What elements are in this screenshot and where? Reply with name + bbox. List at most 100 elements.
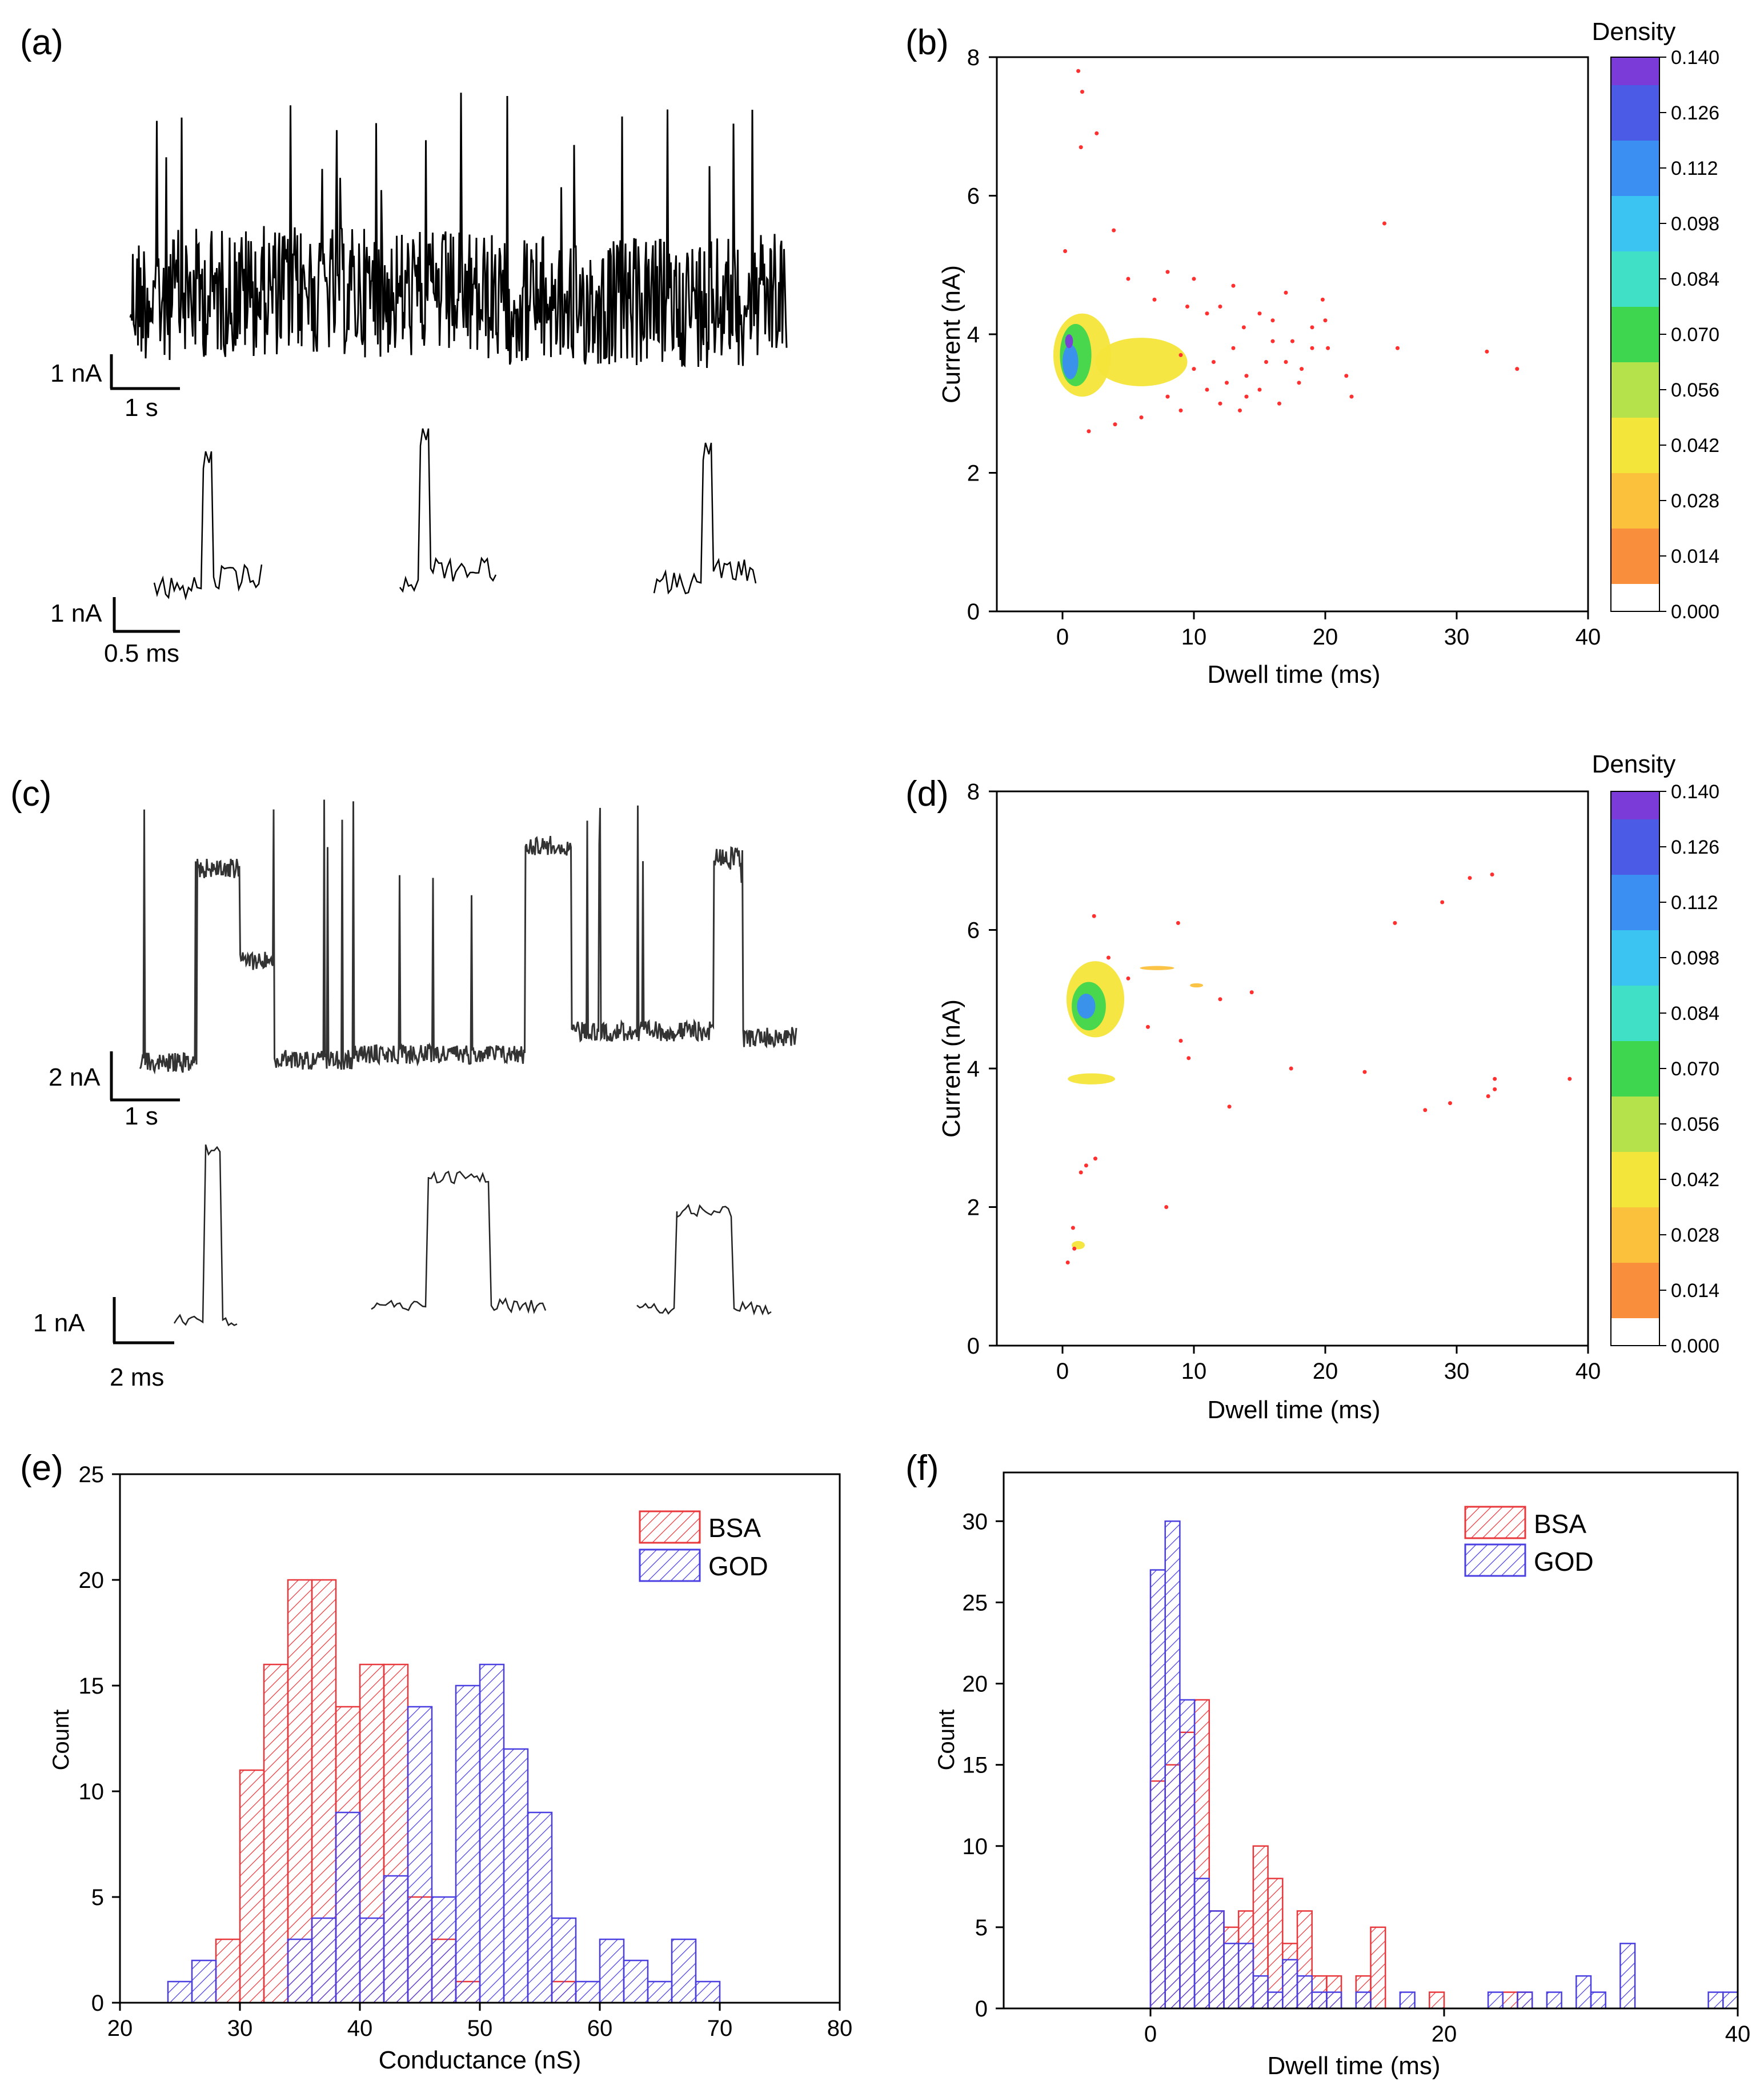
b-scatter-point	[1165, 270, 1170, 274]
f-ytick-label: 0	[975, 1996, 988, 2022]
e-legend-swatch-god	[639, 1548, 701, 1582]
b-scatter-point	[1284, 290, 1288, 295]
b-scatter-point	[1205, 387, 1209, 392]
b-colorbar-segment	[1611, 445, 1659, 473]
b-colorbar-segment	[1611, 473, 1659, 501]
trace-a-event-examples	[153, 428, 757, 601]
d-scatter-point	[1423, 1108, 1428, 1112]
b-scatter-point	[1270, 339, 1275, 343]
panel-label-c: (c)	[10, 774, 51, 814]
b-ytick-label: 8	[967, 45, 980, 70]
b-xtick-label: 30	[1444, 625, 1470, 650]
d-colorbar-segment	[1611, 1207, 1659, 1235]
b-colorbar: 0.000 0.014 0.028 0.042 0.056 0.070 0.084 0.098…	[1610, 47, 1719, 623]
e-ytick-label: 15	[79, 1674, 105, 1699]
b-scatter-points	[1063, 69, 1520, 434]
d-ylabel: Current (nA)	[937, 999, 965, 1138]
e-ytick-label: 10	[79, 1779, 105, 1804]
d-colorbar-segment	[1611, 1041, 1659, 1069]
e-bar-god	[623, 1959, 649, 2004]
d-colorbar-segment	[1611, 1290, 1659, 1318]
f-legend-swatch-god	[1464, 1543, 1526, 1577]
e-bar-bsa	[263, 1663, 289, 2004]
d-scatter-point	[1289, 1066, 1293, 1071]
d-colorbar-tick-label: 0.112	[1671, 892, 1718, 914]
d-colorbar-segment	[1611, 874, 1659, 903]
b-colorbar-segment	[1611, 362, 1659, 390]
b-colorbar-segment	[1611, 195, 1659, 224]
e-bar-god	[191, 1959, 217, 2004]
d-density-blob	[1190, 983, 1204, 988]
f-bar-god	[1296, 1975, 1313, 2010]
b-scatter-point	[1113, 422, 1117, 427]
b-scatter-point	[1185, 305, 1189, 309]
d-colorbar-segment	[1611, 1151, 1659, 1180]
b-scatter-point	[1225, 381, 1229, 385]
e-ytick-label: 0	[91, 1991, 104, 2016]
e-xtick-label: 70	[707, 2016, 733, 2041]
f-ytick-label: 20	[963, 1672, 988, 1697]
d-colorbar-tick-label: 0.084	[1671, 1003, 1719, 1025]
e-ytick-label: 5	[91, 1885, 104, 1910]
d-ytick-label: 0	[967, 1334, 980, 1359]
d-ytick-label: 4	[967, 1056, 980, 1082]
f-bar-god	[1355, 1991, 1372, 2010]
f-ytick-label: 15	[963, 1753, 988, 1778]
f-bar-bsa	[1429, 1991, 1445, 2010]
e-bar-god	[359, 1917, 385, 2004]
f-bar-god	[1487, 1991, 1504, 2010]
scalebar-c-events-current-label: 1 nA	[33, 1309, 85, 1337]
b-density-contours	[1053, 313, 1188, 397]
b-scatter-point	[1218, 305, 1222, 309]
d-colorbar-segment	[1611, 847, 1659, 875]
e-legend-label-god: GOD	[708, 1551, 768, 1581]
d-scatter-point	[1164, 1205, 1169, 1209]
d-scatter-point	[1218, 997, 1222, 1002]
d-scatter-point	[1092, 914, 1096, 918]
e-xtick-label: 60	[587, 2016, 613, 2041]
d-xtick-label: 0	[1056, 1359, 1069, 1384]
e-bar-god	[167, 1980, 193, 2004]
d-scatter-point	[1176, 921, 1180, 925]
e-bar-god	[335, 1811, 361, 2004]
b-scatter-point	[1382, 221, 1386, 226]
scalebar-a-events-current-label: 1 nA	[50, 599, 102, 627]
scalebar-a-events-time-label: 0.5 ms	[104, 639, 179, 667]
d-colorbar-segment	[1611, 1262, 1659, 1291]
b-scatter-point	[1244, 374, 1249, 378]
f-bar-god	[1223, 1943, 1240, 2010]
b-scatter-point	[1310, 346, 1314, 350]
d-scatter-point	[1468, 876, 1472, 881]
panel-label-a: (a)	[20, 23, 63, 62]
f-bar-god	[1311, 1991, 1328, 2010]
d-colorbar-segment	[1611, 1013, 1659, 1041]
b-colorbar-tick-label: 0.112	[1671, 158, 1718, 179]
d-colorbar-segment	[1611, 985, 1659, 1014]
b-scatter-point	[1515, 367, 1520, 371]
e-bar-god	[407, 1706, 433, 2004]
f-bar-god	[1546, 1991, 1562, 2010]
b-scatter-point	[1326, 346, 1330, 350]
b-scatter-point	[1152, 297, 1157, 302]
f-bar-god	[1252, 1975, 1269, 2010]
b-colorbar-segment	[1611, 334, 1659, 362]
d-ytick-label: 8	[967, 779, 980, 805]
f-bar-god	[1399, 1991, 1416, 2010]
b-scatter-point	[1087, 429, 1091, 434]
b-scatter-point	[1212, 360, 1216, 364]
b-scatter-point	[1112, 228, 1116, 233]
b-colorbar-tick-label: 0.014	[1671, 546, 1719, 567]
b-scatter-point	[1076, 69, 1081, 73]
f-bar-god	[1722, 1991, 1739, 2010]
d-xtick-label: 40	[1575, 1359, 1601, 1384]
e-xtick-label: 30	[227, 2016, 253, 2041]
b-ytick-label: 0	[967, 599, 980, 625]
d-scatter-point	[1393, 921, 1397, 925]
panel-label-b: (b)	[905, 23, 949, 62]
d-colorbar-tick-label: 0.014	[1671, 1280, 1719, 1302]
b-scatter-point	[1063, 249, 1068, 253]
d-colorbar-tick-label: 0.070	[1671, 1058, 1719, 1080]
e-xtick-label: 50	[467, 2016, 493, 2041]
